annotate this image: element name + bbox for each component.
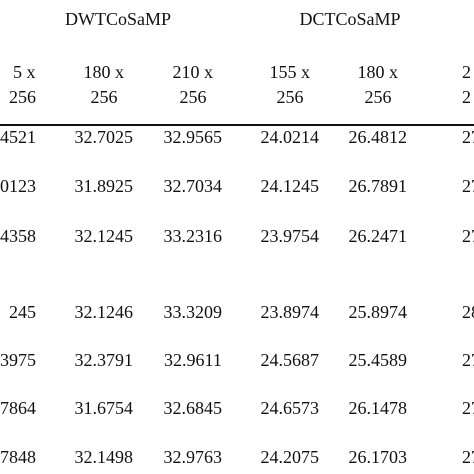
cell: 31.6754	[74, 398, 134, 418]
cell: 7848	[0, 447, 36, 467]
cell: 33.3209	[163, 302, 223, 322]
cell: 26.1478	[348, 398, 408, 418]
cell: 3975	[0, 350, 36, 370]
cell: 31.8925	[74, 176, 134, 196]
cell: 25.8974	[348, 302, 408, 322]
column-header: 180 x	[83, 62, 125, 82]
cell: 26.2471	[348, 226, 408, 246]
cell: 27	[462, 447, 474, 467]
cell: 32.6845	[163, 398, 223, 418]
cell: 24.6573	[260, 398, 320, 418]
cell: 24.2075	[260, 447, 320, 467]
cell: 24.5687	[260, 350, 320, 370]
cell: 245	[9, 302, 36, 322]
column-header: 2	[462, 87, 471, 107]
column-header: 256	[9, 87, 36, 107]
cell: 28	[462, 302, 474, 322]
header-rule	[0, 124, 474, 126]
cell: 32.9565	[163, 127, 223, 147]
cell: 4358	[0, 226, 36, 246]
cell: 24.0214	[260, 127, 320, 147]
column-header: 2	[462, 62, 471, 82]
column-header: 256	[364, 87, 392, 107]
column-header: 256	[90, 87, 118, 107]
cell: 27	[462, 350, 474, 370]
cell: 25.4589	[348, 350, 408, 370]
cell: 32.1245	[74, 226, 134, 246]
cell: 26.7891	[348, 176, 408, 196]
cell: 26.1703	[348, 447, 408, 467]
cell: 32.9763	[163, 447, 223, 467]
column-header: 5 x	[13, 62, 36, 82]
cell: 32.3791	[74, 350, 134, 370]
group-header: DWTCoSaMP	[65, 9, 172, 29]
cell: 32.1246	[74, 302, 134, 322]
cell: 0123	[0, 176, 36, 196]
cell: 27	[462, 127, 474, 147]
cell: 23.8974	[260, 302, 320, 322]
cell: 27	[462, 398, 474, 418]
column-header: 210 x	[172, 62, 214, 82]
column-header: 180 x	[357, 62, 399, 82]
column-header: 256	[276, 87, 304, 107]
cell: 4521	[0, 127, 36, 147]
cell: 27	[462, 176, 474, 196]
cell: 32.1498	[74, 447, 134, 467]
cell: 7864	[0, 398, 36, 418]
cell: 27	[462, 226, 474, 246]
group-header: DCTCoSaMP	[299, 9, 401, 29]
cell: 23.9754	[260, 226, 320, 246]
cell: 33.2316	[163, 226, 223, 246]
cell: 32.7025	[74, 127, 134, 147]
column-header: 256	[179, 87, 207, 107]
column-header: 155 x	[269, 62, 311, 82]
cell: 24.1245	[260, 176, 320, 196]
cell: 32.9611	[164, 350, 222, 370]
cell: 26.4812	[348, 127, 408, 147]
cell: 32.7034	[163, 176, 223, 196]
